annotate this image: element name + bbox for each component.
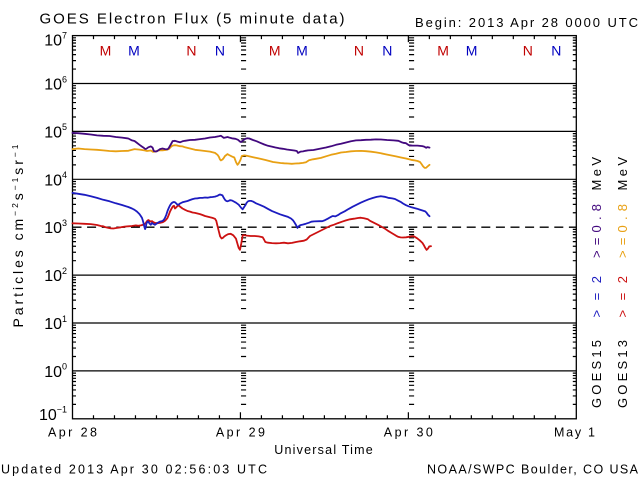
svg-text:N: N <box>186 42 196 58</box>
svg-text:GOES Electron Flux (5 minu: GOES Electron Flux (5 minute data) <box>40 11 345 28</box>
svg-text:101: 101 <box>44 314 67 333</box>
svg-text:NOAA/SWPC Boulder, CO USA: NOAA/SWPC Boulder, CO USA <box>427 462 639 476</box>
svg-text:MeV: MeV <box>589 157 604 191</box>
svg-text:Begin: 2013 Apr 28 0000 U: Begin: 2013 Apr 28 0000 UTC <box>415 15 638 30</box>
svg-text:>=2: >=2 <box>615 276 630 318</box>
svg-text:>=0.8: >=0.8 <box>615 204 630 258</box>
svg-text:N: N <box>354 42 364 58</box>
svg-text:M: M <box>437 42 449 58</box>
svg-text:GOES13: GOES13 <box>615 340 630 408</box>
svg-text:100: 100 <box>44 362 67 381</box>
svg-text:M: M <box>100 42 112 58</box>
svg-text:105: 105 <box>44 122 67 141</box>
svg-text:Apr 30: Apr 30 <box>384 425 433 439</box>
svg-text:>=2: >=2 <box>589 276 604 318</box>
svg-text:GOES15: GOES15 <box>589 340 604 408</box>
svg-text:N: N <box>215 42 225 58</box>
svg-text:M: M <box>466 42 478 58</box>
svg-text:Apr 29: Apr 29 <box>216 425 265 439</box>
svg-text:Universal Time: Universal Time <box>274 443 373 457</box>
svg-text:Apr 28: Apr 28 <box>48 425 97 439</box>
svg-text:Updated 2013 Apr 30 02:56:: Updated 2013 Apr 30 02:56:03 UTC <box>1 462 267 476</box>
svg-text:May 1: May 1 <box>554 425 595 439</box>
svg-text:N: N <box>523 42 533 58</box>
svg-text:>=0.8: >=0.8 <box>589 204 604 258</box>
svg-text:M: M <box>296 42 308 58</box>
svg-text:10−1: 10−1 <box>39 405 67 424</box>
svg-text:MeV: MeV <box>615 157 630 191</box>
svg-text:103: 103 <box>44 218 67 237</box>
svg-text:N: N <box>551 42 561 58</box>
svg-text:107: 107 <box>44 31 67 50</box>
svg-text:Particles cm−2s−1sr−1: Particles cm−2s−1sr−1 <box>10 144 26 327</box>
svg-text:106: 106 <box>44 74 67 93</box>
svg-text:M: M <box>128 42 140 58</box>
svg-text:M: M <box>269 42 281 58</box>
svg-text:102: 102 <box>44 266 67 285</box>
svg-text:N: N <box>382 42 392 58</box>
svg-text:104: 104 <box>44 170 67 189</box>
